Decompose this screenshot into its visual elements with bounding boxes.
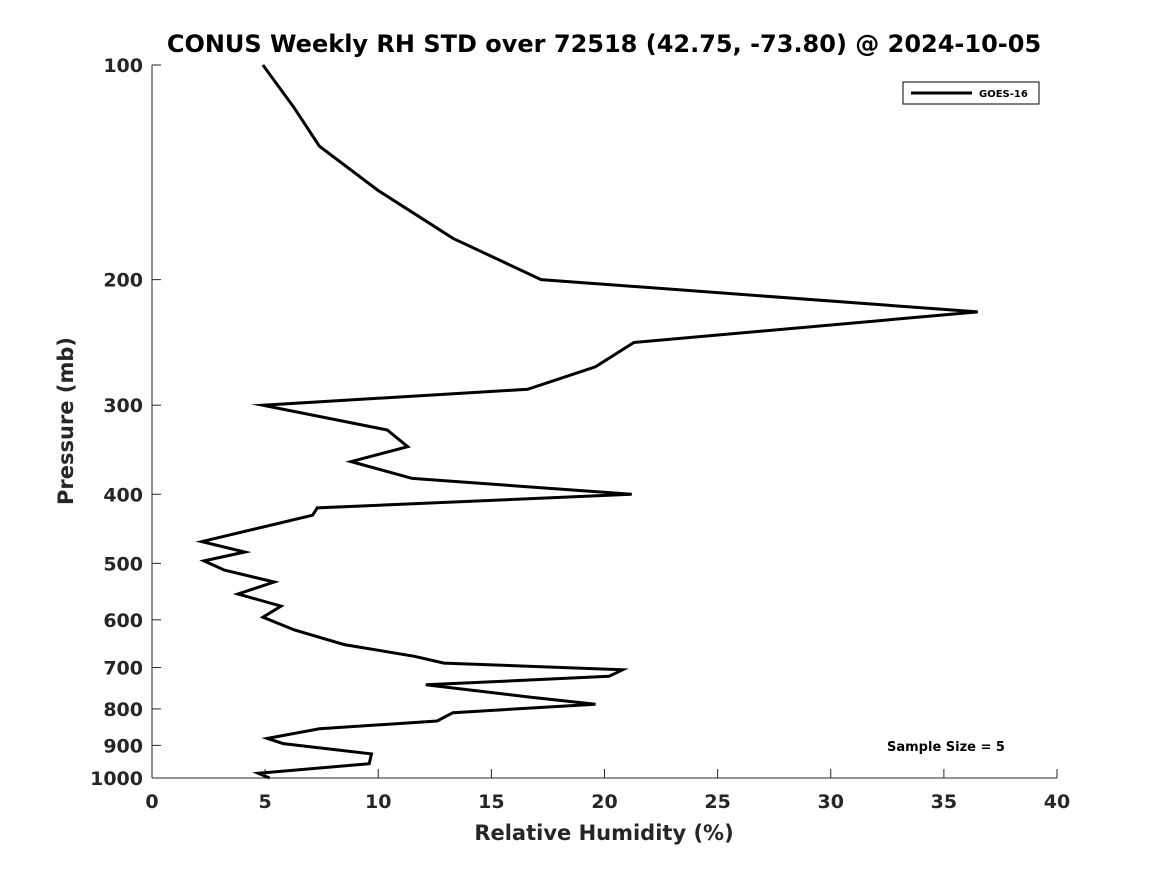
y-tick-label: 900: [103, 735, 143, 757]
x-tick-label: 5: [259, 791, 272, 813]
x-tick-label: 15: [478, 791, 504, 813]
y-tick-label: 300: [103, 395, 143, 417]
plot-area: [151, 65, 1057, 779]
legend: GOES-16: [902, 81, 1040, 105]
x-tick-label: 35: [931, 791, 957, 813]
y-tick-label: 700: [103, 658, 143, 680]
x-tick-label: 30: [818, 791, 844, 813]
y-tick-label: 1000: [90, 768, 143, 790]
y-axis-label: Pressure (mb): [54, 337, 78, 505]
y-tick-label: 600: [103, 610, 143, 632]
x-tick-label: 20: [591, 791, 617, 813]
x-axis: 0 5 10 15 20 25 30 35 40: [145, 769, 1070, 813]
y-tick-label: 200: [103, 270, 143, 292]
x-tick-label: 25: [704, 791, 730, 813]
x-tick-label: 10: [365, 791, 391, 813]
y-tick-label: 100: [103, 55, 143, 77]
sample-size-annotation: Sample Size = 5: [887, 740, 1005, 755]
legend-label: GOES-16: [979, 89, 1028, 100]
series-layer: [195, 64, 978, 780]
x-tick-label: 40: [1044, 791, 1070, 813]
series-line-goes-16: [195, 64, 978, 780]
y-tick-label: 400: [103, 484, 143, 506]
y-tick-label: 500: [103, 553, 143, 575]
y-axis: 100 200 300 400 500 600 700 800 900 1000: [90, 55, 161, 790]
y-tick-label: 800: [103, 699, 143, 721]
chart-title: CONUS Weekly RH STD over 72518 (42.75, -…: [167, 30, 1041, 58]
x-tick-label: 0: [145, 791, 158, 813]
x-axis-label: Relative Humidity (%): [474, 821, 733, 845]
